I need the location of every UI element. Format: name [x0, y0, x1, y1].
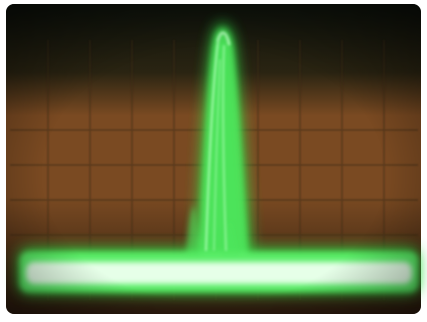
- lens-vignette: [6, 4, 421, 314]
